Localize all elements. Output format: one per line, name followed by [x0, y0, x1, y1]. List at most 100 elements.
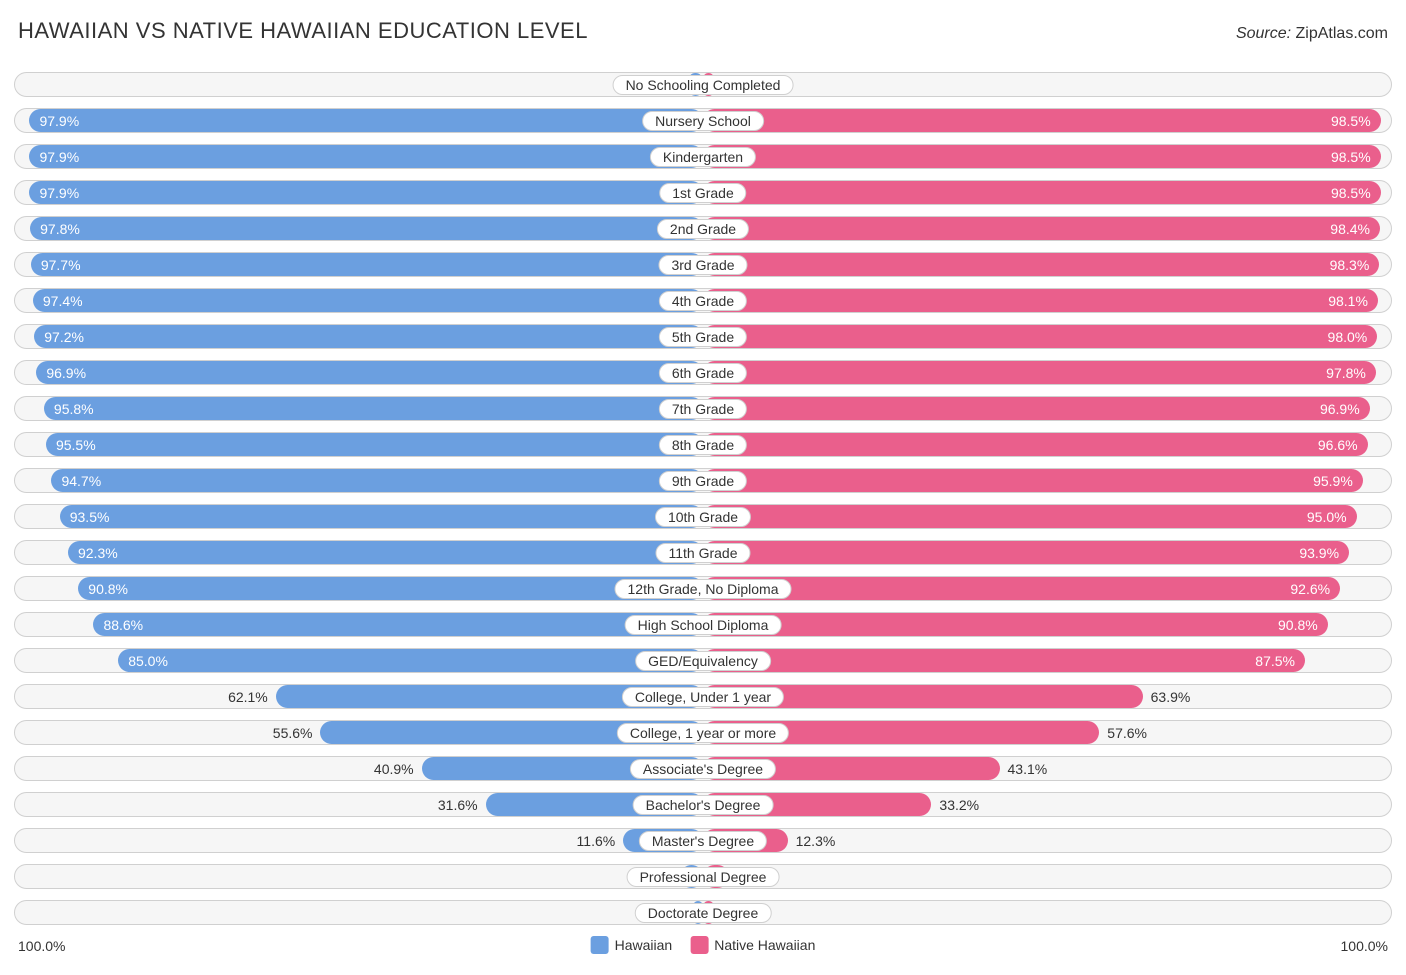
category-label: 2nd Grade	[657, 219, 749, 239]
category-label: Nursery School	[642, 111, 764, 131]
bar-right: 90.8%	[703, 613, 1328, 636]
bar-left: 88.6%	[93, 613, 703, 636]
axis-label-left: 100.0%	[18, 938, 65, 954]
category-label: 10th Grade	[655, 507, 751, 527]
chart-row: 93.5%95.0%10th Grade	[14, 504, 1392, 529]
category-label: 12th Grade, No Diploma	[615, 579, 792, 599]
bar-left: 95.8%	[44, 397, 703, 420]
bar-value-left: 96.9%	[46, 365, 86, 381]
category-label: 6th Grade	[659, 363, 747, 383]
chart-row: 3.4%3.8%Professional Degree	[14, 864, 1392, 889]
category-label: 1st Grade	[659, 183, 746, 203]
category-label: 9th Grade	[659, 471, 747, 491]
bar-value-right: 98.1%	[1328, 293, 1368, 309]
bar-value-right: 90.8%	[1278, 617, 1318, 633]
chart-row: 97.2%98.0%5th Grade	[14, 324, 1392, 349]
bar-value-right: 12.3%	[796, 833, 836, 849]
legend-item-right: Native Hawaiian	[690, 936, 815, 954]
category-label: Doctorate Degree	[635, 903, 772, 923]
category-label: Professional Degree	[627, 867, 780, 887]
bar-left: 90.8%	[78, 577, 703, 600]
category-label: Master's Degree	[639, 831, 767, 851]
bar-right: 95.9%	[703, 469, 1363, 492]
bar-left: 92.3%	[68, 541, 703, 564]
bar-value-left: 95.5%	[56, 437, 96, 453]
category-label: High School Diploma	[625, 615, 782, 635]
bar-value-left: 95.8%	[54, 401, 94, 417]
bar-right: 97.8%	[703, 361, 1376, 384]
bar-value-right: 98.5%	[1331, 185, 1371, 201]
bar-left: 97.9%	[29, 145, 703, 168]
bar-value-left: 94.7%	[61, 473, 101, 489]
bar-value-left: 93.5%	[70, 509, 110, 525]
chart-row: 85.0% 87.5% GED/Equivalency	[14, 648, 1392, 673]
chart-row: 97.4%98.1%4th Grade	[14, 288, 1392, 313]
bar-value-right: 95.9%	[1313, 473, 1353, 489]
bar-value-right: 43.1%	[1008, 761, 1048, 777]
bar-value-left: 97.4%	[43, 293, 83, 309]
bar-value-right: 33.2%	[939, 797, 979, 813]
category-label: No Schooling Completed	[613, 75, 794, 95]
chart-row: 11.6%12.3%Master's Degree	[14, 828, 1392, 853]
bar-value-right: 98.3%	[1330, 257, 1370, 273]
bar-right: 98.1%	[703, 289, 1378, 312]
bar-value-left: 97.2%	[44, 329, 84, 345]
bar-value-left: 97.9%	[39, 185, 79, 201]
legend-label-right: Native Hawaiian	[714, 937, 815, 953]
category-label: Kindergarten	[650, 147, 756, 167]
legend-swatch-left	[591, 936, 609, 954]
bar-value-right: 98.4%	[1330, 221, 1370, 237]
chart-row: 62.1%63.9%College, Under 1 year	[14, 684, 1392, 709]
category-label: GED/Equivalency	[635, 651, 771, 671]
bar-value-right: 98.5%	[1331, 113, 1371, 129]
bar-right: 98.5%	[703, 145, 1381, 168]
category-label: Associate's Degree	[630, 759, 776, 779]
chart-footer: Hawaiian Native Hawaiian 100.0% 100.0%	[14, 936, 1392, 958]
chart-title: HAWAIIAN VS NATIVE HAWAIIAN EDUCATION LE…	[18, 18, 588, 44]
bar-value-right: 57.6%	[1107, 725, 1147, 741]
bar-left: 97.8%	[30, 217, 703, 240]
bar-right: 98.3%	[703, 253, 1379, 276]
bar-right: 98.4%	[703, 217, 1380, 240]
category-label: 7th Grade	[659, 399, 747, 419]
axis-label-right: 100.0%	[1341, 938, 1388, 954]
chart-row: 92.3% 93.9% 11th Grade	[14, 540, 1392, 565]
bar-value-left: 90.8%	[88, 581, 128, 597]
bar-right: 98.0%	[703, 325, 1377, 348]
category-label: 8th Grade	[659, 435, 747, 455]
bar-value-left: 92.3%	[78, 545, 118, 561]
bar-value-left: 97.9%	[39, 149, 79, 165]
bar-right: 96.6%	[703, 433, 1368, 456]
bar-left: 97.7%	[31, 253, 703, 276]
bar-value-right: 92.6%	[1290, 581, 1330, 597]
category-label: 11th Grade	[655, 543, 750, 563]
bar-left: 95.5%	[46, 433, 703, 456]
bar-value-right: 63.9%	[1151, 689, 1191, 705]
chart-row: 31.6%33.2%Bachelor's Degree	[14, 792, 1392, 817]
bar-left: 85.0%	[118, 649, 703, 672]
chart-row: 97.9% 98.5% Nursery School	[14, 108, 1392, 133]
bar-left: 96.9%	[36, 361, 703, 384]
bar-right: 87.5%	[703, 649, 1305, 672]
bar-value-left: 40.9%	[374, 761, 414, 777]
bar-value-right: 93.9%	[1299, 545, 1339, 561]
source-label: Source:	[1236, 25, 1291, 42]
diverging-bar-chart: 2.2%1.6%No Schooling Completed97.9%98.5%…	[14, 72, 1392, 925]
bar-value-left: 97.7%	[41, 257, 81, 273]
bar-left: 94.7%	[51, 469, 703, 492]
bar-value-right: 87.5%	[1255, 653, 1295, 669]
legend-item-left: Hawaiian	[591, 936, 673, 954]
chart-row: 95.8%96.9%7th Grade	[14, 396, 1392, 421]
category-label: College, 1 year or more	[617, 723, 789, 743]
bar-left: 97.2%	[34, 325, 703, 348]
bar-right: 98.5%	[703, 181, 1381, 204]
chart-row: 94.7% 95.9% 9th Grade	[14, 468, 1392, 493]
bar-value-right: 97.8%	[1326, 365, 1366, 381]
bar-right: 98.5%	[703, 109, 1381, 132]
chart-row: 55.6% 57.6% College, 1 year or more	[14, 720, 1392, 745]
bar-value-right: 98.5%	[1331, 149, 1371, 165]
bar-value-left: 88.6%	[103, 617, 143, 633]
bar-value-left: 55.6%	[273, 725, 313, 741]
bar-value-left: 97.9%	[39, 113, 79, 129]
chart-row: 97.7%98.3%3rd Grade	[14, 252, 1392, 277]
